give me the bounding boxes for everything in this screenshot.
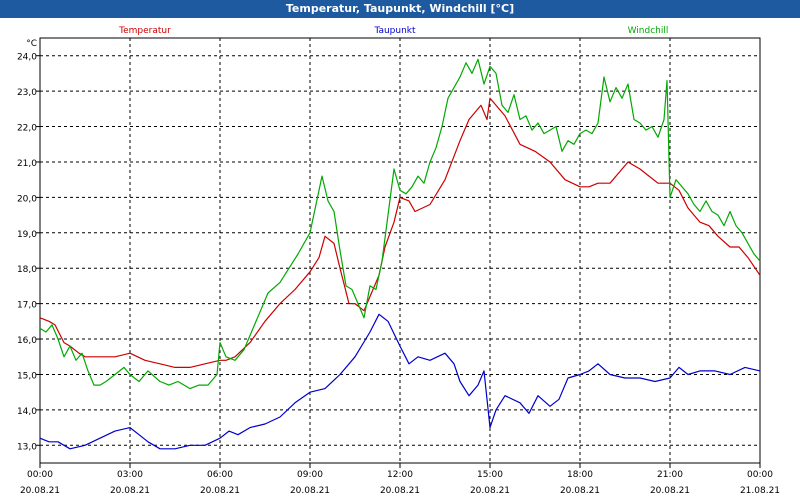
y-tick-label: 13,0	[17, 442, 37, 452]
y-tick-label: 16,0	[17, 336, 37, 346]
x-tick-date-label: 20.08.21	[110, 486, 150, 496]
y-tick-label: 19,0	[17, 230, 37, 240]
x-tick-time-label: 00:00	[747, 470, 773, 480]
line-chart: 13,0 14,0 15,0 16,0 17,0 18,0 19,0 20,0 21,0 22,0…	[17, 26, 780, 496]
series-line-temperatur	[39, 97, 761, 368]
legend: Temperatur Taupunkt Windchill	[118, 26, 668, 36]
y-tick-label: 23,0	[17, 88, 37, 98]
x-tick-time-label: 18:00	[567, 470, 593, 480]
axes: 13,0 14,0 15,0 16,0 17,0 18,0 19,0 20,0 21,0 22,0…	[17, 37, 780, 496]
legend-item-windchill: Windchill	[628, 26, 669, 36]
x-tick-time-label: 06:00	[207, 470, 233, 480]
grid	[40, 38, 760, 463]
x-tick-date-label: 20.08.21	[470, 486, 510, 496]
x-tick-time-label: 21:00	[657, 470, 683, 480]
x-tick-date-label: 20.08.21	[290, 486, 330, 496]
x-tick-date-label: 20.08.21	[20, 486, 60, 496]
x-tick-time-label: 03:00	[117, 470, 143, 480]
y-tick-label: 17,0	[17, 301, 37, 311]
y-tick-label: 14,0	[17, 407, 37, 417]
x-tick-time-label: 12:00	[387, 470, 413, 480]
y-tick-label: 18,0	[17, 265, 37, 275]
y-tick-label: 15,0	[17, 371, 37, 381]
series-lines	[39, 58, 761, 450]
series-line-windchill	[39, 58, 761, 390]
x-tick-date-label: 20.08.21	[200, 486, 240, 496]
x-tick-time-label: 00:00	[27, 470, 53, 480]
y-tick-label: 21,0	[17, 159, 37, 169]
y-tick-label: 20,0	[17, 194, 37, 204]
y-unit-label: °C	[26, 39, 37, 49]
x-tick-date-label: 20.08.21	[560, 486, 600, 496]
y-tick-label: 22,0	[17, 124, 37, 134]
chart-title: Temperatur, Taupunkt, Windchill [°C]	[0, 0, 800, 18]
x-tick-time-label: 09:00	[297, 470, 323, 480]
y-tick-label: 24,0	[17, 53, 37, 63]
x-tick-time-label: 15:00	[477, 470, 503, 480]
series-line-taupunkt	[39, 313, 761, 450]
legend-item-taupunkt: Taupunkt	[373, 26, 416, 36]
legend-item-temperatur: Temperatur	[118, 26, 171, 36]
x-tick-date-label: 20.08.21	[650, 486, 690, 496]
x-tick-date-label: 20.08.21	[380, 486, 420, 496]
x-tick-date-label: 21.08.21	[740, 486, 780, 496]
